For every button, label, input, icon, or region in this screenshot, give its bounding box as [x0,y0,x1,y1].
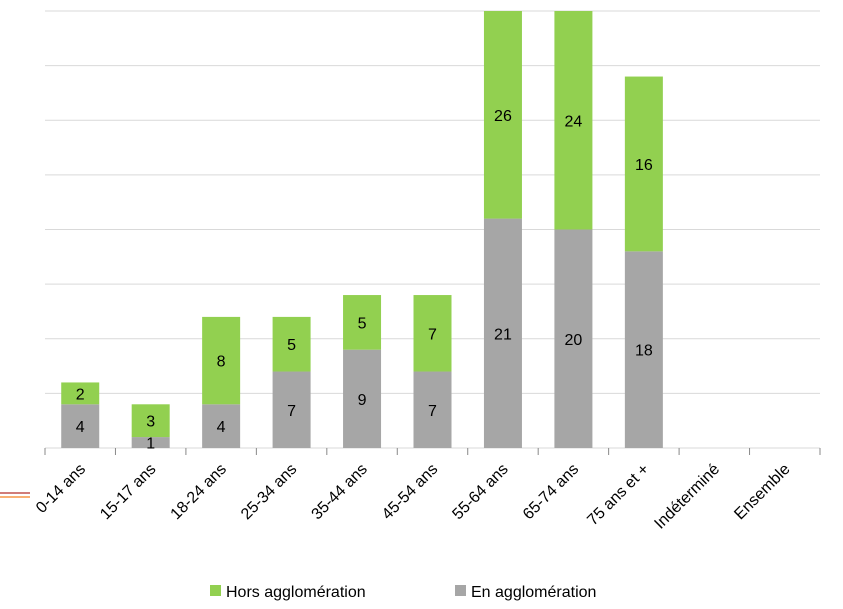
bar-segment [272,316,311,372]
bar-segment [131,437,170,448]
bar-segment [343,295,382,350]
data-label: 4 [217,419,226,436]
x-tick-label: 45-54 ans [379,461,441,523]
x-tick-label: 55-64 ans [449,461,511,523]
data-label: 5 [358,315,367,332]
x-tick-label: Ensemble [731,461,793,523]
labels: 0-14 ans 4 2 15-17 ans 1 3 18-24 ans 4 8 25-34 an… [33,108,794,533]
data-label: 16 [635,157,653,174]
data-label: 20 [565,332,583,349]
data-label: 8 [217,354,226,371]
bar-segment [413,371,452,448]
data-label: 7 [428,403,437,420]
data-label: 21 [494,326,512,343]
bar-segment [343,349,382,448]
data-label: 9 [358,392,367,409]
x-tick-label: 75 ans et + [584,461,652,529]
x-tick-label: 35-44 ans [309,461,371,523]
bar-segment [131,404,170,438]
x-tick-label: 15-17 ans [97,461,159,523]
bar-segment [202,316,241,405]
data-label: 7 [287,403,296,420]
bar-segment [554,229,593,448]
data-label: 1 [146,436,155,453]
bar-segment [483,218,522,448]
bar-segment [624,76,663,252]
data-label: 2 [76,386,85,403]
bars [61,11,663,448]
bar-segment [61,382,100,405]
legend-swatch [455,585,466,596]
legend-label: En agglomération [471,584,596,601]
data-label: 26 [494,108,512,125]
x-tick-label: 0-14 ans [33,461,89,517]
data-label: 24 [565,113,583,130]
bar-segment [624,251,663,448]
bar-segment [413,295,452,372]
data-label: 5 [287,337,296,354]
bar-segment [554,11,593,230]
x-tick-label: Indéterminé [651,461,723,533]
bar-segment [61,404,100,448]
bar-segment [483,11,522,219]
data-label: 3 [146,414,155,431]
x-tick-label: 25-34 ans [238,461,300,523]
x-tick-label: 65-74 ans [520,461,582,523]
x-tick-label: 18-24 ans [168,461,230,523]
legend-swatch [210,585,221,596]
data-label: 18 [635,343,653,360]
bar-segment [272,371,311,448]
data-label: 4 [76,419,85,436]
legend-label: Hors agglomération [226,584,366,601]
bar-segment [202,404,241,448]
data-label: 7 [428,326,437,343]
